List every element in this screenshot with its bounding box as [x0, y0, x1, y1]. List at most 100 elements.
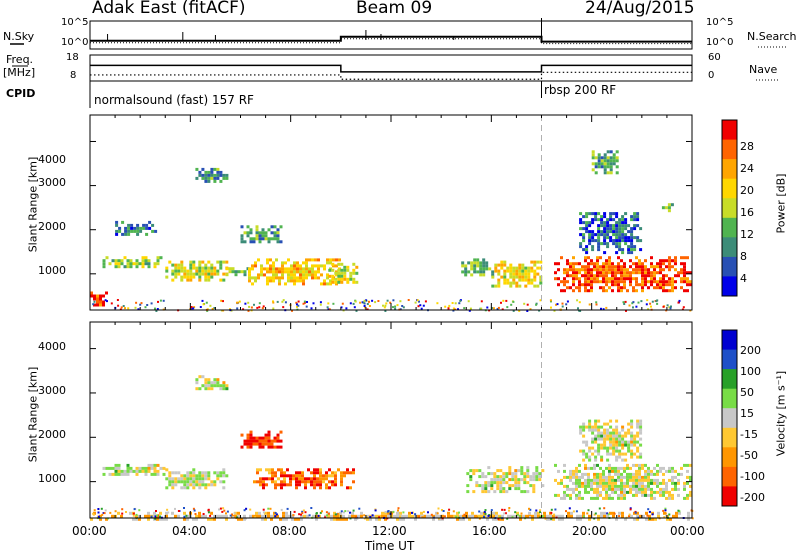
power-cell	[539, 275, 543, 279]
velocity-cell	[465, 511, 468, 515]
power-cell	[343, 265, 347, 269]
power-cell	[579, 221, 583, 225]
velocity-noise-cell	[448, 508, 451, 511]
velocity-cell	[295, 474, 298, 478]
velocity-cell	[225, 384, 229, 388]
velocity-cell	[584, 481, 587, 485]
velocity-cell	[484, 481, 488, 485]
power-noise-cell	[468, 309, 471, 312]
power-noise-cell	[349, 302, 352, 305]
power-cell	[530, 260, 534, 264]
power-cell	[618, 224, 622, 228]
velocity-cell	[183, 480, 187, 484]
power-cell	[635, 262, 638, 266]
power-cell	[506, 269, 510, 273]
velocity-cell	[587, 484, 590, 488]
velocity-cell	[300, 517, 303, 521]
velocity-cell	[276, 514, 279, 518]
power-cell	[524, 284, 528, 288]
velocity-cell	[369, 517, 372, 521]
power-cell	[597, 245, 601, 249]
velocity-cell	[523, 472, 527, 476]
velocity-cell	[523, 481, 527, 485]
power-cell	[609, 165, 613, 169]
velocity-cell	[481, 490, 485, 494]
velocity-cell	[590, 478, 593, 482]
power-cell	[644, 268, 647, 272]
power-cell	[296, 276, 299, 280]
velocity-cell	[495, 514, 498, 518]
power-cell	[587, 277, 590, 281]
velocity-cell	[346, 471, 349, 475]
velocity-cell	[677, 478, 680, 482]
velocity-noise-cell	[157, 516, 160, 519]
power-cell	[254, 276, 257, 280]
power-cell	[647, 280, 650, 284]
velocity-cell	[180, 480, 184, 484]
velocity-cell	[435, 514, 438, 518]
velocity-cell	[276, 439, 280, 443]
power-cell	[603, 230, 607, 234]
velocity-cell	[304, 483, 307, 487]
power-cell	[621, 233, 625, 237]
velocity-cell	[258, 445, 262, 449]
power-cell	[614, 271, 617, 275]
velocity-cell	[630, 443, 634, 447]
power-cell	[621, 221, 625, 225]
velocity-cell	[273, 439, 277, 443]
power-cell	[515, 284, 519, 288]
velocity-noise-cell	[93, 509, 96, 512]
power-cell	[290, 264, 293, 268]
power-cell	[605, 277, 608, 281]
power-cell	[129, 265, 133, 269]
velocity-cell	[683, 484, 686, 488]
freq-label: Freq.	[6, 53, 34, 66]
velocity-cell	[588, 425, 592, 429]
velocity-cell	[204, 486, 208, 490]
power-cell	[639, 248, 643, 252]
velocity-cell	[593, 466, 596, 470]
power-cell	[674, 274, 677, 278]
velocity-cell	[575, 475, 578, 479]
power-noise-cell	[399, 300, 402, 303]
power-cell	[195, 269, 199, 273]
velocity-cell	[618, 437, 622, 441]
velocity-cell	[599, 466, 602, 470]
power-cell	[237, 270, 241, 274]
power-cell	[680, 268, 683, 272]
velocity-cell	[630, 452, 634, 456]
freq-tick-low: 8	[70, 70, 77, 81]
velocity-cell	[615, 431, 619, 435]
power-noise-cell	[306, 301, 308, 303]
power-cell	[222, 272, 226, 276]
velocity-cell	[644, 463, 647, 467]
velocity-cell	[298, 471, 301, 475]
power-cell	[90, 291, 93, 295]
velocity-noise-cell	[109, 511, 112, 514]
velocity-cell	[328, 474, 331, 478]
velocity-cell	[195, 517, 198, 521]
velocity-cell	[644, 472, 647, 476]
velocity-cell	[572, 472, 575, 476]
velocity-cbar-label: Velocity [m s⁻¹]	[774, 370, 788, 457]
power-cell	[491, 275, 495, 279]
power-cell	[630, 239, 634, 243]
power-cell	[207, 170, 211, 174]
velocity-noise-cell	[483, 511, 486, 513]
velocity-cell	[325, 474, 328, 478]
power-noise-cell	[247, 301, 250, 304]
velocity-cell	[138, 514, 141, 518]
velocity-noise-cell	[154, 515, 157, 518]
velocity-cell	[529, 478, 533, 482]
velocity-cell	[596, 496, 599, 500]
velocity-cell	[396, 511, 399, 515]
velocity-cell	[609, 419, 613, 423]
power-cell	[630, 245, 634, 249]
power-noise-cell	[319, 303, 322, 306]
power-cell	[575, 262, 578, 266]
velocity-cell	[201, 375, 205, 379]
power-cell	[639, 227, 643, 231]
power-cell	[133, 226, 137, 230]
velocity-cell	[630, 422, 634, 426]
power-cell	[521, 266, 525, 270]
